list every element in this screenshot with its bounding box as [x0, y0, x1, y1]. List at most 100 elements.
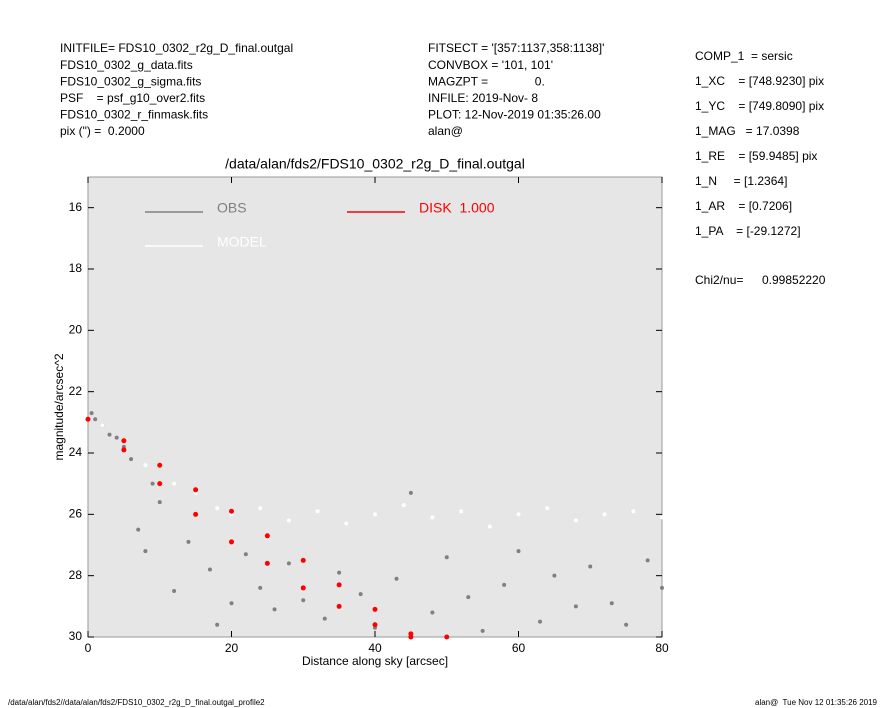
- point: [264, 560, 270, 566]
- point: [315, 509, 320, 514]
- point: [588, 564, 593, 569]
- x-axis-label: Distance along sky [arcsec]: [302, 654, 448, 668]
- point: [516, 512, 521, 517]
- point: [444, 555, 449, 560]
- legend-label: OBS: [217, 200, 247, 216]
- point: [337, 570, 342, 575]
- param-line: 1_XC = [748.9230] pix: [695, 74, 824, 88]
- y-tick-label: 20: [69, 323, 83, 337]
- point: [516, 549, 521, 554]
- chart-title: /data/alan/fds2/FDS10_0302_r2g_D_final.o…: [225, 156, 525, 172]
- legend-label: DISK 1.000: [419, 200, 495, 216]
- x-tick-label: 20: [225, 641, 239, 655]
- footer-right: alan@ Tue Nov 12 01:35:26 2019: [755, 698, 878, 707]
- point: [207, 567, 212, 572]
- y-tick-label: 22: [69, 384, 83, 398]
- point: [229, 601, 234, 606]
- point: [136, 527, 141, 532]
- header-line: FITSECT = '[357:1137,358:1138]': [428, 41, 604, 55]
- point: [186, 539, 191, 544]
- point: [157, 462, 163, 468]
- param-line: 1_RE = [59.9485] pix: [695, 149, 817, 163]
- legend-label: MODEL: [217, 234, 267, 250]
- point: [85, 416, 91, 422]
- point: [286, 561, 291, 566]
- point: [394, 576, 399, 581]
- y-axis-label: magnitude/arcsec^2: [52, 353, 66, 460]
- point: [660, 585, 664, 590]
- point: [107, 432, 112, 437]
- point: [258, 585, 263, 590]
- header-line: alan@: [428, 124, 463, 138]
- point: [545, 506, 550, 511]
- point: [408, 634, 414, 640]
- point: [430, 515, 435, 520]
- header-line: FDS10_0302_g_data.fits: [60, 58, 193, 72]
- point: [143, 463, 148, 468]
- point: [401, 503, 406, 508]
- header-line: PSF = psf_g10_over2.fits: [60, 91, 205, 105]
- point: [229, 508, 234, 514]
- header-line: pix (") = 0.2000: [60, 124, 145, 138]
- point: [121, 438, 127, 444]
- header-line: CONVBOX = '101, 101': [428, 58, 553, 72]
- point: [480, 628, 485, 633]
- point: [444, 634, 450, 640]
- point: [466, 595, 471, 600]
- point: [372, 606, 378, 612]
- header-line: FDS10_0302_g_sigma.fits: [60, 74, 201, 88]
- header-line: INFILE: 2019-Nov- 8: [428, 91, 538, 105]
- point: [215, 506, 220, 511]
- point: [243, 552, 248, 557]
- point: [286, 518, 291, 523]
- x-tick-label: 40: [368, 641, 382, 655]
- y-tick-label: 16: [69, 200, 83, 214]
- point: [157, 500, 162, 505]
- param-line: 1_MAG = 17.0398: [695, 124, 800, 138]
- point: [502, 582, 507, 587]
- y-tick-label: 24: [69, 445, 83, 459]
- point: [602, 512, 607, 517]
- point: [573, 518, 578, 523]
- param-line: 1_PA = [-29.1272]: [695, 224, 801, 238]
- y-tick-label: 30: [69, 629, 83, 643]
- header-line: PLOT: 12-Nov-2019 01:35:26.00: [428, 108, 601, 122]
- point: [336, 582, 342, 588]
- point: [100, 423, 105, 428]
- point: [114, 435, 119, 440]
- y-tick-label: 18: [69, 261, 83, 275]
- point: [229, 539, 234, 545]
- point: [300, 585, 306, 591]
- point: [459, 509, 464, 514]
- header-line: FDS10_0302_r_finmask.fits: [60, 108, 208, 122]
- y-tick-label: 28: [69, 568, 83, 582]
- footer-left: /data/alan/fds2//data/alan/fds2/FDS10_03…: [8, 698, 265, 707]
- x-tick-label: 80: [655, 641, 669, 655]
- chi-label: Chi2/nu=: [695, 273, 743, 287]
- point: [552, 573, 557, 578]
- point: [93, 417, 98, 422]
- point: [408, 490, 413, 495]
- point: [645, 558, 650, 563]
- header-line: MAGZPT = 0.: [428, 74, 545, 88]
- point: [193, 511, 199, 517]
- point: [609, 601, 614, 606]
- point: [336, 603, 342, 609]
- point: [300, 557, 306, 563]
- point: [372, 622, 378, 628]
- point: [258, 506, 263, 511]
- x-tick-label: 0: [85, 641, 92, 655]
- point: [344, 521, 349, 526]
- point: [89, 411, 94, 416]
- y-tick-label: 26: [69, 507, 83, 521]
- point: [172, 481, 177, 486]
- param-line: 1_N = [1.2364]: [695, 174, 787, 188]
- param-line: 1_AR = [0.7206]: [695, 199, 792, 213]
- header-line: INITFILE= FDS10_0302_r2g_D_final.outgal: [60, 41, 293, 55]
- point: [121, 447, 127, 453]
- point: [143, 549, 148, 554]
- point: [193, 487, 199, 493]
- point: [430, 610, 435, 615]
- point: [358, 592, 363, 597]
